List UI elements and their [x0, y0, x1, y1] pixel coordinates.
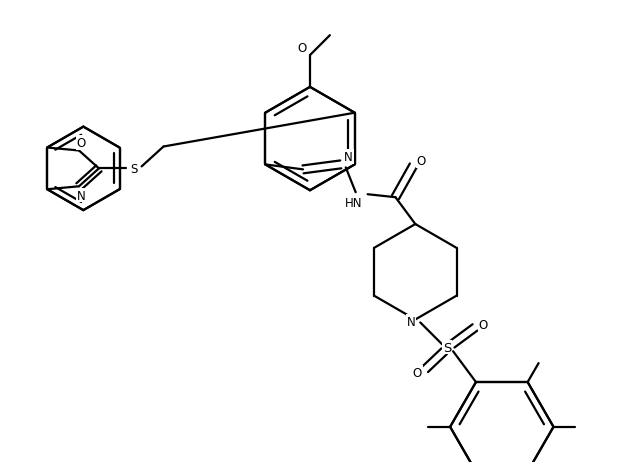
Text: S: S	[130, 163, 137, 175]
Text: O: O	[478, 318, 488, 331]
Text: S: S	[443, 341, 451, 354]
Text: O: O	[297, 42, 307, 55]
Text: O: O	[77, 137, 86, 150]
Text: HN: HN	[345, 196, 362, 209]
Text: O: O	[417, 155, 426, 168]
Text: N: N	[344, 150, 353, 163]
Text: O: O	[413, 366, 422, 379]
Text: N: N	[77, 189, 85, 202]
Text: N: N	[407, 315, 416, 328]
